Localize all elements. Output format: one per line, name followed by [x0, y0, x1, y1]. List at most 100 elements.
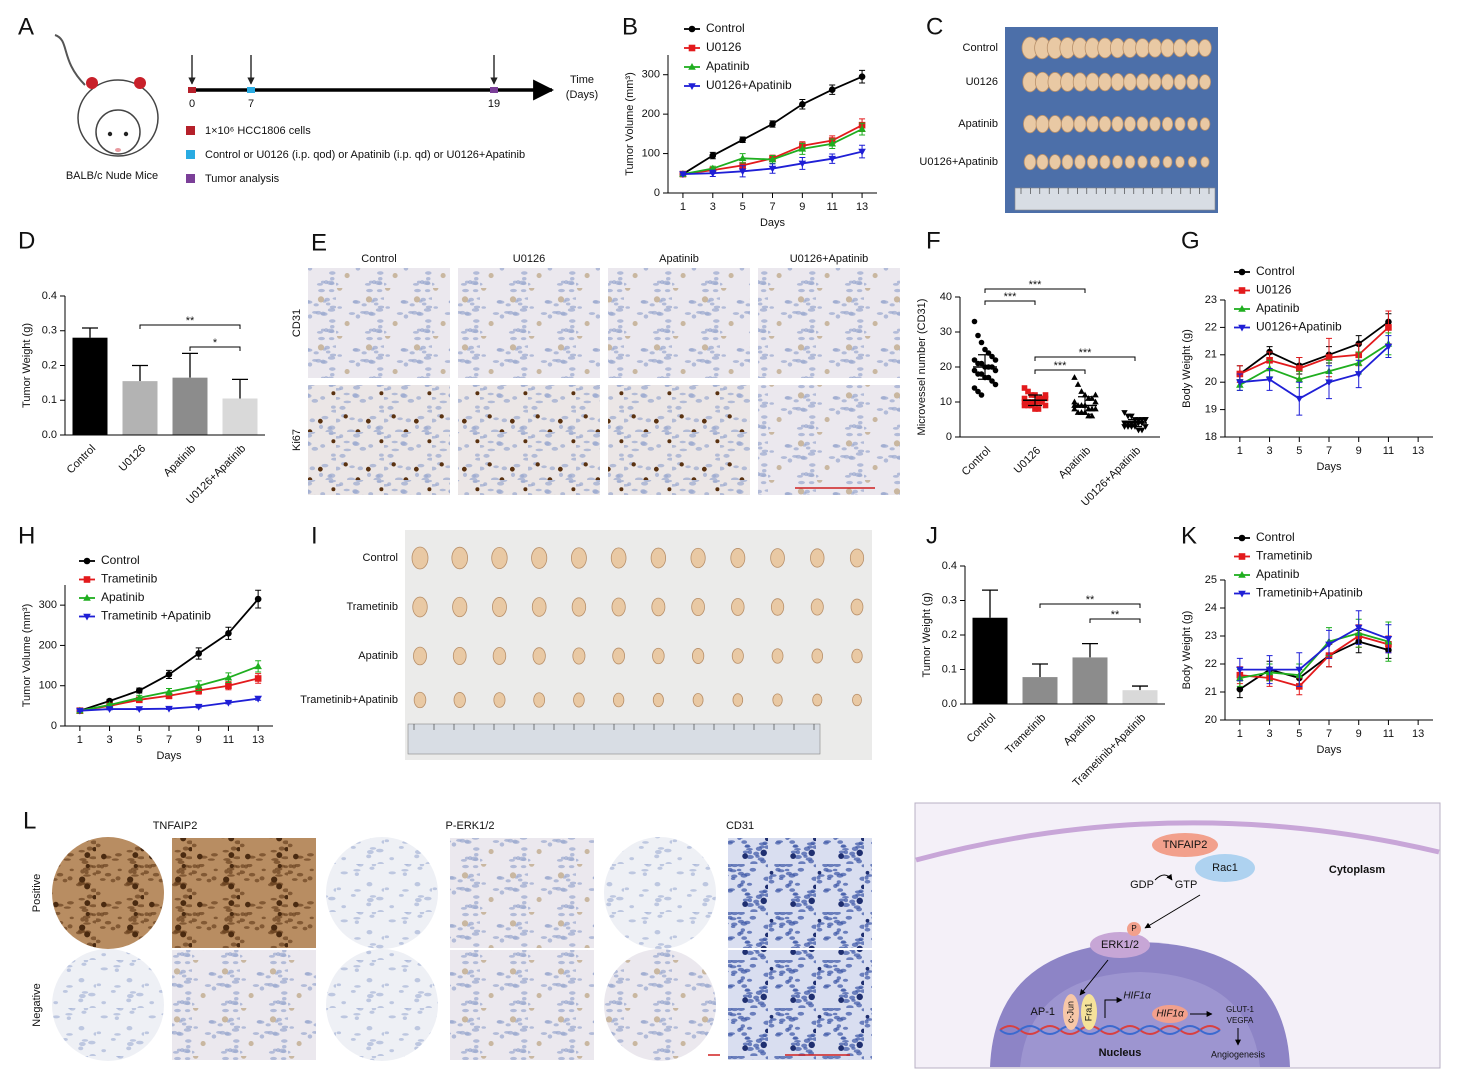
tumor	[1199, 74, 1212, 90]
point	[858, 73, 866, 80]
series-line	[1239, 326, 1390, 375]
point	[1028, 399, 1035, 405]
label: Fra1	[1083, 1003, 1093, 1022]
tumor	[492, 647, 507, 665]
y-tick-label: 22	[1205, 321, 1217, 333]
point	[1295, 395, 1304, 403]
tumor	[850, 598, 864, 616]
error-bar	[182, 352, 198, 378]
tumor	[1060, 115, 1075, 133]
point	[135, 693, 144, 701]
tumor	[1074, 154, 1086, 170]
point	[1295, 365, 1303, 372]
point	[1128, 413, 1135, 420]
tumor	[412, 596, 428, 618]
label: Rac1	[1212, 862, 1238, 874]
series-line	[1239, 345, 1390, 400]
y-axis-label: Tumor Weight (g)	[921, 593, 933, 678]
legend-marker	[1238, 553, 1246, 560]
timepoint-block	[490, 87, 498, 93]
point	[975, 332, 981, 339]
legend-swatch	[186, 126, 195, 135]
tumor	[532, 647, 546, 665]
bar	[1072, 657, 1108, 704]
y-axis-label: Tumor Volume (mm³)	[624, 72, 636, 176]
point	[1035, 399, 1042, 405]
point	[194, 703, 203, 711]
tumor	[571, 597, 587, 617]
column-label: P-ERK1/2	[446, 820, 495, 832]
legend-label: U0126	[706, 40, 742, 54]
dna	[999, 1025, 1221, 1035]
x-tick-label: 11	[1383, 445, 1394, 457]
tumor	[491, 546, 508, 570]
point	[769, 120, 776, 128]
label: VEGFA	[1227, 1016, 1254, 1025]
point	[225, 630, 232, 637]
point	[165, 671, 173, 678]
tumor	[731, 598, 745, 616]
point	[1138, 427, 1146, 434]
point	[1265, 666, 1274, 674]
tumor	[1200, 156, 1210, 168]
legend-marker	[688, 25, 696, 33]
y-tick-label: 24	[1205, 602, 1217, 614]
x-tick-label: 13	[1412, 445, 1424, 457]
cell-membrane	[915, 820, 1440, 863]
point	[165, 687, 173, 695]
point	[1081, 391, 1089, 398]
tumor	[1137, 155, 1148, 169]
tumor	[1160, 38, 1175, 58]
point	[1385, 324, 1392, 331]
tumor	[1098, 72, 1112, 92]
tumor	[492, 597, 507, 617]
tissue-zoom	[728, 950, 872, 1060]
panel-letter: D	[18, 227, 35, 254]
point	[992, 381, 999, 388]
tumor	[1048, 115, 1062, 133]
error-bar	[982, 589, 998, 618]
x-tick-label: 3	[1267, 445, 1273, 457]
point	[224, 673, 233, 681]
point	[799, 100, 806, 108]
ihc-image	[308, 385, 450, 495]
point	[1021, 402, 1028, 409]
x-tick-label: 9	[799, 201, 805, 213]
tumor	[772, 693, 783, 707]
y-tick-label: 20	[940, 361, 952, 373]
x-tick-label: 7	[166, 734, 172, 746]
point	[1035, 395, 1042, 402]
y-axis-label: Body Weight (g)	[1181, 329, 1193, 408]
tumor	[651, 597, 666, 617]
column-label: Control	[361, 253, 396, 265]
tissue-core	[52, 837, 164, 949]
tissue-zoom	[450, 838, 594, 948]
point	[135, 706, 144, 714]
y-tick-label: 20	[1205, 714, 1217, 726]
ihc-image	[758, 268, 900, 378]
legend-label: Apatinib	[1256, 301, 1300, 315]
legend-label: Apatinib	[706, 59, 750, 73]
point	[76, 707, 84, 715]
y-tick-label: 300	[39, 599, 57, 611]
x-tick-label: 11	[827, 201, 838, 213]
point	[1325, 379, 1333, 387]
error-bar	[82, 327, 98, 338]
point	[1035, 406, 1042, 412]
tumor	[1072, 72, 1088, 92]
legend-label: Control	[1256, 264, 1295, 278]
legend-label: U0126+Apatinib	[1256, 320, 1342, 334]
y-tick-label: 0.0	[942, 698, 957, 710]
tumor	[1123, 73, 1137, 91]
point	[1236, 379, 1244, 387]
node-erk	[1090, 932, 1150, 958]
panel-letter: L	[23, 807, 36, 834]
significance-label: ***	[1079, 347, 1093, 359]
y-tick-label: 0.1	[942, 663, 957, 675]
bar	[1022, 677, 1058, 704]
y-axis-label: Microvessel number (CD31)	[916, 299, 928, 436]
y-tick-label: 300	[642, 69, 660, 81]
label: c-Jun	[1065, 1001, 1075, 1023]
label: GLUT-1	[1226, 1005, 1255, 1014]
tumor	[1161, 116, 1174, 132]
